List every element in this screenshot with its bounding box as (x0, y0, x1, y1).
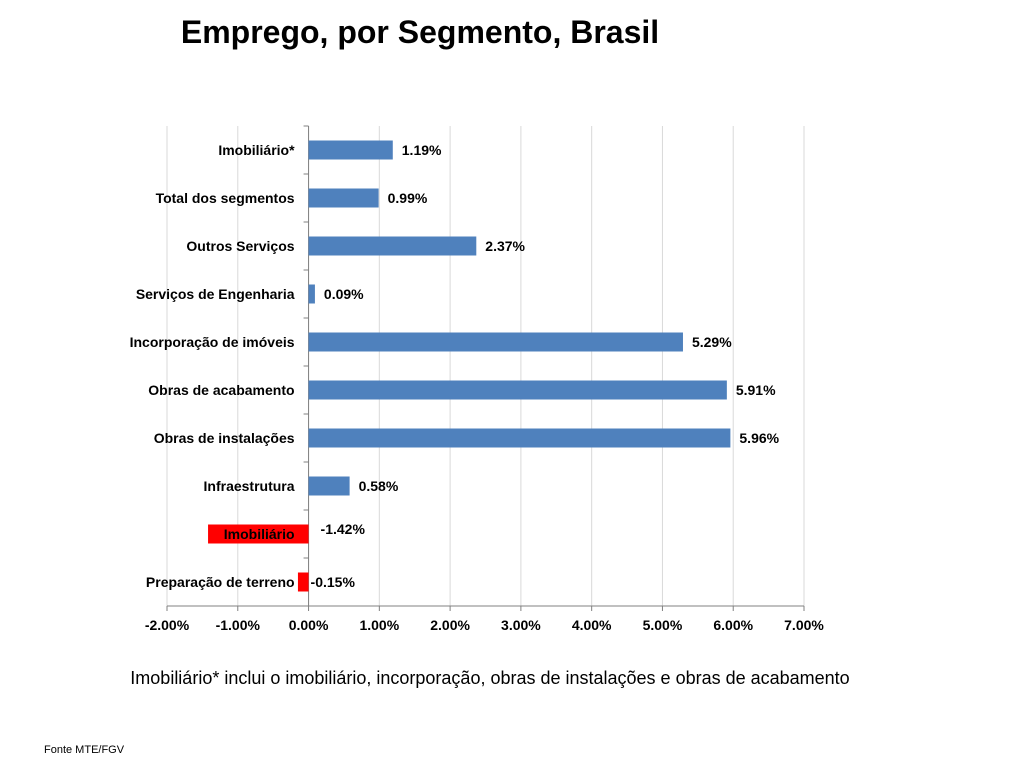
category-label: Preparação de terreno (146, 574, 295, 590)
x-tick-label: 5.00% (643, 617, 683, 633)
x-tick-label: 2.00% (430, 617, 470, 633)
data-label: 0.58% (359, 478, 399, 494)
category-label: Incorporação de imóveis (130, 334, 295, 350)
data-label: 5.96% (739, 430, 779, 446)
data-label: 5.91% (736, 382, 776, 398)
bars (208, 140, 731, 592)
x-tick-label: 1.00% (359, 617, 399, 633)
bar (308, 188, 379, 208)
footnote: Imobiliário* inclui o imobiliário, incor… (130, 668, 850, 688)
x-tick-label: 6.00% (713, 617, 753, 633)
bar (308, 380, 727, 400)
category-label: Obras de instalações (154, 430, 295, 446)
category-label: Imobiliário (224, 526, 295, 542)
bar (308, 284, 315, 304)
bar (308, 476, 350, 496)
chart-title: Emprego, por Segmento, Brasil (180, 14, 660, 50)
x-tick-label: 0.00% (289, 617, 329, 633)
data-label: -1.42% (321, 521, 366, 537)
x-tick-label: -2.00% (145, 617, 190, 633)
category-label: Imobiliário* (218, 142, 295, 158)
category-label: Infraestrutura (204, 478, 295, 494)
x-tick-label: 3.00% (501, 617, 541, 633)
category-label: Total dos segmentos (156, 190, 295, 206)
bar (308, 140, 393, 160)
data-label: 0.09% (324, 286, 364, 302)
category-label: Obras de acabamento (148, 382, 294, 398)
category-label: Outros Serviços (186, 238, 294, 254)
data-label: -0.15% (311, 574, 356, 590)
bar (308, 236, 477, 256)
data-label: 1.19% (402, 142, 442, 158)
data-label: 0.99% (388, 190, 428, 206)
bar (308, 332, 683, 352)
bar (297, 572, 309, 592)
bar-chart: -2.00% -1.00% 0.00% 1.00% 2.00% 3.00% 4.00% 5.0… (130, 125, 825, 633)
category-label: Serviços de Engenharia (136, 286, 295, 302)
labels: -2.00% -1.00% 0.00% 1.00% 2.00% 3.00% 4.00% 5.0… (130, 142, 825, 633)
data-label: 2.37% (485, 238, 525, 254)
x-tick-label: 4.00% (572, 617, 612, 633)
source-note: Fonte MTE/FGV (44, 744, 125, 756)
bar (308, 428, 731, 448)
x-tick-label: -1.00% (216, 617, 261, 633)
x-tick-label: 7.00% (784, 617, 824, 633)
bar (208, 524, 309, 544)
data-label: 5.29% (692, 334, 732, 350)
